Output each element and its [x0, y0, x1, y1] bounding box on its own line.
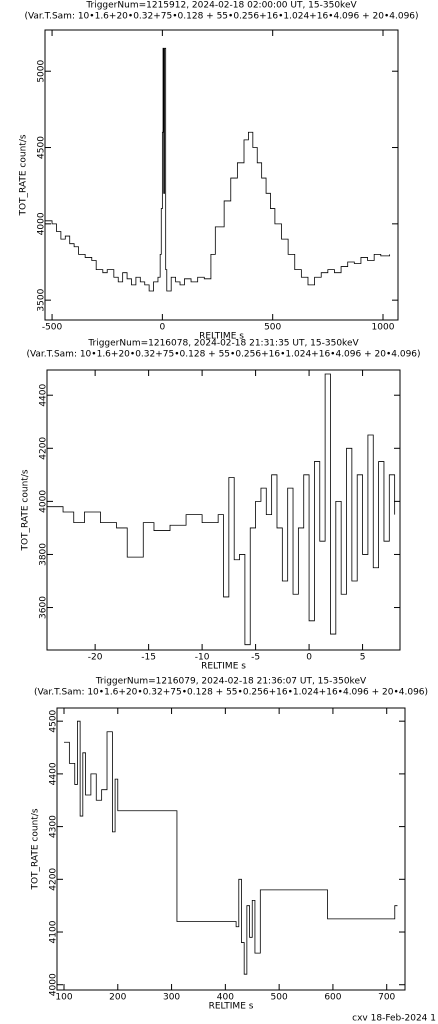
x-tick-label: -15 — [141, 653, 156, 663]
y-tick-label: 4000 — [37, 212, 47, 235]
y-tick-label: 4500 — [37, 136, 47, 159]
y-tick-label: 3500 — [37, 288, 47, 311]
x-tick-label: 0 — [306, 653, 312, 663]
y-axis-label: TOT_RATE count/s — [21, 469, 31, 551]
chart-subtitle: (Var.T.Sam: 10•1.6+20•0.32+75•0.128 + 55… — [26, 350, 420, 360]
y-tick-label: 4000 — [39, 490, 49, 513]
chart-title: TriggerNum=1216078, 2024-02-18 21:31:35 … — [87, 339, 359, 349]
rate-line — [45, 47, 391, 292]
x-tick-label: -20 — [88, 653, 103, 663]
y-tick-label: 4200 — [49, 868, 59, 891]
x-tick-label: 600 — [324, 993, 341, 1003]
chart-subtitle: (Var.T.Sam: 10•1.6+20•0.32+75•0.128 + 55… — [34, 688, 428, 698]
x-tick-label: -5 — [251, 653, 260, 663]
chart-title: TriggerNum=1215912, 2024-02-18 02:00:00 … — [85, 1, 357, 11]
y-tick-label: 3600 — [39, 596, 49, 619]
plot-frame — [56, 707, 406, 991]
x-tick-label: 700 — [378, 993, 395, 1003]
y-axis-label: TOT_RATE count/s — [19, 134, 29, 216]
plot-frame — [46, 369, 401, 651]
footer: cxv 18-Feb-2024 1 — [352, 1014, 436, 1024]
x-tick-label: 400 — [217, 993, 234, 1003]
x-axis-label: RELTIME s — [209, 1002, 254, 1012]
x-axis-label: RELTIME s — [201, 662, 246, 672]
rate-line — [63, 720, 398, 975]
plot-frame — [44, 29, 399, 321]
y-tick-label: 4500 — [49, 709, 59, 732]
chart-title: TriggerNum=1216079, 2024-02-18 21:36:07 … — [95, 677, 367, 687]
x-axis-label: RELTIME s — [199, 332, 244, 342]
x-tick-label: 300 — [163, 993, 180, 1003]
y-tick-label: 4400 — [39, 383, 49, 406]
x-tick-label: 500 — [271, 993, 288, 1003]
y-tick-label: 5000 — [37, 59, 47, 82]
chart-subtitle: (Var.T.Sam: 10•1.6+20•0.32+75•0.128 + 55… — [24, 12, 418, 22]
y-tick-label: 4400 — [49, 762, 59, 785]
x-tick-label: 1000 — [372, 323, 395, 333]
x-tick-label: -10 — [195, 653, 210, 663]
x-tick-label: 0 — [160, 323, 166, 333]
y-tick-label: 4300 — [49, 815, 59, 838]
y-tick-label: 4200 — [39, 437, 49, 460]
x-tick-label: 5 — [360, 653, 366, 663]
x-tick-label: -500 — [42, 323, 63, 333]
y-tick-label: 4100 — [49, 920, 59, 943]
y-tick-label: 4000 — [49, 973, 59, 996]
y-axis-label: TOT_RATE count/s — [31, 808, 41, 890]
x-tick-label: 100 — [55, 993, 72, 1003]
x-tick-label: 500 — [264, 323, 281, 333]
rate-line — [47, 373, 396, 646]
y-tick-label: 3800 — [39, 543, 49, 566]
x-tick-label: 200 — [109, 993, 126, 1003]
